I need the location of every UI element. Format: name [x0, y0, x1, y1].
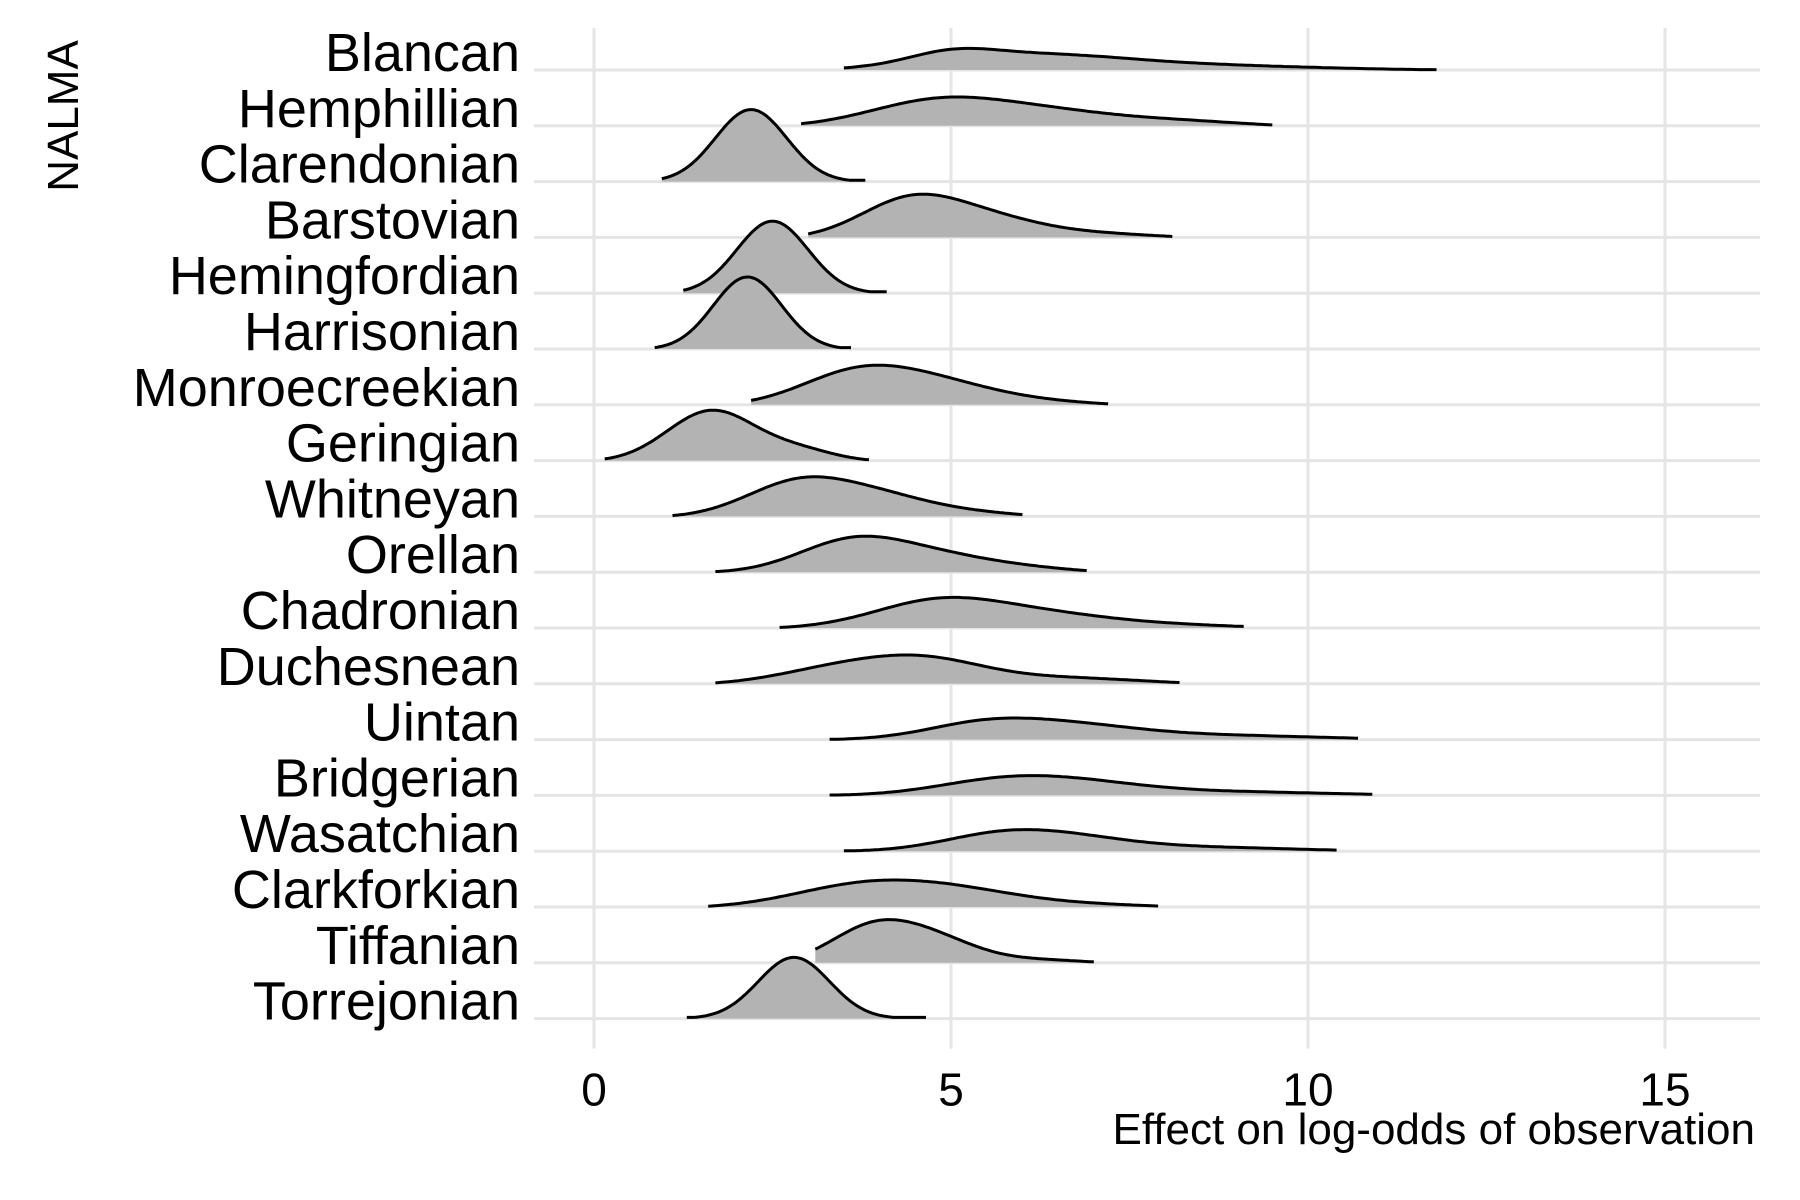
ridge-outline: [672, 475, 1023, 518]
ridge-fill: [715, 536, 1087, 573]
ridge-fill: [829, 775, 1373, 796]
ridge-outline: [654, 275, 852, 350]
x-tick-label: 15: [1639, 1064, 1690, 1116]
ridge-fill: [672, 476, 1023, 517]
x-tick-label: 5: [938, 1064, 964, 1116]
ridge-fill: [815, 919, 1094, 963]
y-category-label: Geringian: [286, 414, 520, 474]
y-category-label: Bridgerian: [274, 748, 520, 808]
ridge-outline: [715, 534, 1087, 573]
ridge-outline: [800, 95, 1273, 127]
ridge-outline: [843, 828, 1337, 853]
y-category-label: Clarendonian: [199, 135, 520, 195]
ridge-outline: [686, 955, 926, 1019]
y-category-label: Tiffanian: [316, 916, 520, 976]
ridge-outline: [708, 878, 1159, 908]
x-axis-title: Effect on log-odds of observation: [1113, 1105, 1756, 1154]
ridge-outline: [682, 219, 887, 294]
y-category-label: Monroecreekian: [133, 358, 520, 418]
ridge-fill: [654, 277, 851, 349]
ridge-outline: [715, 653, 1180, 685]
ridge-layer: [604, 46, 1437, 1019]
y-category-label: Blancan: [325, 23, 520, 83]
y-category-label: Torrejonian: [253, 972, 520, 1032]
ridge-outline: [661, 108, 866, 182]
ridge-outline: [807, 192, 1173, 238]
y-category-label: Harrisonian: [244, 302, 520, 362]
y-axis-title: NALMA: [39, 40, 88, 192]
ridge-outline: [750, 363, 1109, 406]
ridge-fill: [661, 109, 866, 182]
ridge-fill: [604, 410, 869, 461]
ridge-fill: [843, 829, 1337, 852]
ridge-fill: [683, 221, 887, 294]
ridge-outline: [604, 408, 869, 462]
y-category-label: Hemphillian: [238, 79, 520, 139]
ridge-outline: [829, 716, 1359, 741]
ridge-fill: [808, 194, 1173, 238]
y-category-label: Wasatchian: [240, 804, 520, 864]
y-category-label: Orellan: [346, 525, 520, 585]
y-category-label: Uintan: [364, 693, 520, 753]
ridge-outline: [814, 918, 1094, 964]
ridge-fill: [686, 957, 926, 1019]
ridge-fill: [708, 880, 1159, 907]
ridge-outline: [779, 595, 1244, 629]
y-category-label: Duchesnean: [217, 637, 520, 697]
ridge-outline: [843, 46, 1437, 72]
y-category-label: Whitneyan: [265, 469, 520, 529]
y-category-label: Hemingfordian: [169, 246, 520, 306]
x-tick-label: 0: [581, 1064, 607, 1116]
ridge-outline: [829, 774, 1373, 797]
y-category-label: Barstovian: [265, 190, 520, 250]
ridge-fill: [843, 48, 1437, 70]
y-category-label: Clarkforkian: [232, 860, 520, 920]
x-tick-label: 10: [1282, 1064, 1333, 1116]
label-layer: 0 5 10 15 BlancanHemphillianClarendonianBars…: [133, 23, 1691, 1116]
y-category-label: Chadronian: [241, 581, 520, 641]
